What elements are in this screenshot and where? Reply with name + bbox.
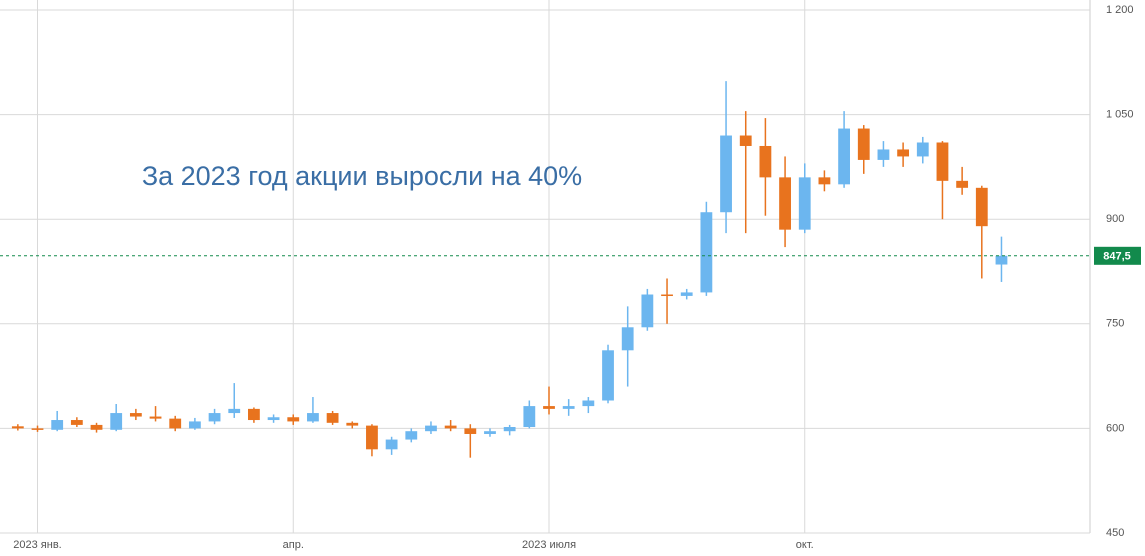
candle-body	[857, 128, 870, 160]
y-tick-label: 450	[1106, 527, 1124, 539]
y-tick-label: 900	[1106, 213, 1124, 225]
candle-body	[51, 420, 64, 430]
candle-body	[326, 413, 339, 423]
candle-body	[562, 406, 575, 409]
candle-body	[543, 406, 555, 409]
price-label-box	[1094, 246, 1141, 265]
candle-body	[661, 294, 673, 297]
candle-body	[90, 424, 103, 430]
candle-body	[995, 255, 1008, 265]
candle-body	[208, 413, 221, 422]
candle-body	[31, 428, 44, 430]
candle-body	[838, 128, 850, 185]
candle-body	[366, 425, 378, 450]
price-label: 847,5	[1103, 251, 1131, 263]
y-tick-label: 1 200	[1106, 4, 1134, 16]
x-tick-label: окт.	[796, 539, 814, 551]
candle-body	[523, 406, 536, 428]
candle-body	[346, 422, 359, 426]
candle-body	[267, 417, 280, 421]
y-tick-label: 750	[1106, 318, 1124, 330]
candle-body	[307, 413, 319, 422]
candle-body	[641, 294, 654, 328]
candle-body	[385, 439, 398, 450]
candle-body	[621, 327, 634, 351]
candle-body	[582, 400, 595, 407]
candle-body	[975, 187, 988, 227]
y-tick-label: 1 050	[1106, 109, 1134, 121]
x-tick-label: 2023 июля	[522, 539, 576, 551]
annotation: За 2023 год акции выросли на 40%	[142, 161, 582, 191]
candle-body	[680, 292, 693, 296]
candle-body	[779, 177, 791, 230]
candle-body	[877, 149, 890, 160]
candle-body	[936, 142, 949, 181]
candle-body	[739, 135, 752, 146]
x-tick-label: апр.	[283, 539, 304, 551]
candle-body	[759, 145, 772, 178]
candle-body	[798, 177, 811, 230]
candle-body	[70, 420, 83, 425]
candle-body	[503, 427, 516, 432]
candle-body	[897, 149, 910, 157]
candle-body	[818, 177, 831, 185]
candle-body	[464, 428, 477, 434]
candle-body	[129, 413, 142, 417]
candle-body	[228, 408, 241, 414]
candle-body	[110, 413, 123, 430]
candle-body	[405, 431, 418, 440]
y-tick-label: 600	[1106, 422, 1124, 434]
candle-body	[484, 431, 496, 434]
candle-body	[956, 180, 969, 188]
candle-body	[720, 135, 732, 213]
candle-body	[188, 421, 201, 429]
candle-body	[287, 417, 300, 422]
candle-body	[700, 212, 713, 293]
candle-body	[11, 426, 24, 429]
candle-body	[248, 408, 260, 421]
x-tick-label: 2023 янв.	[13, 539, 61, 551]
candle-body	[425, 425, 437, 432]
candle-body	[916, 142, 929, 157]
candle-body	[444, 425, 457, 429]
candle-body	[169, 418, 182, 429]
candle-body	[602, 350, 614, 401]
candle-body	[149, 416, 162, 419]
